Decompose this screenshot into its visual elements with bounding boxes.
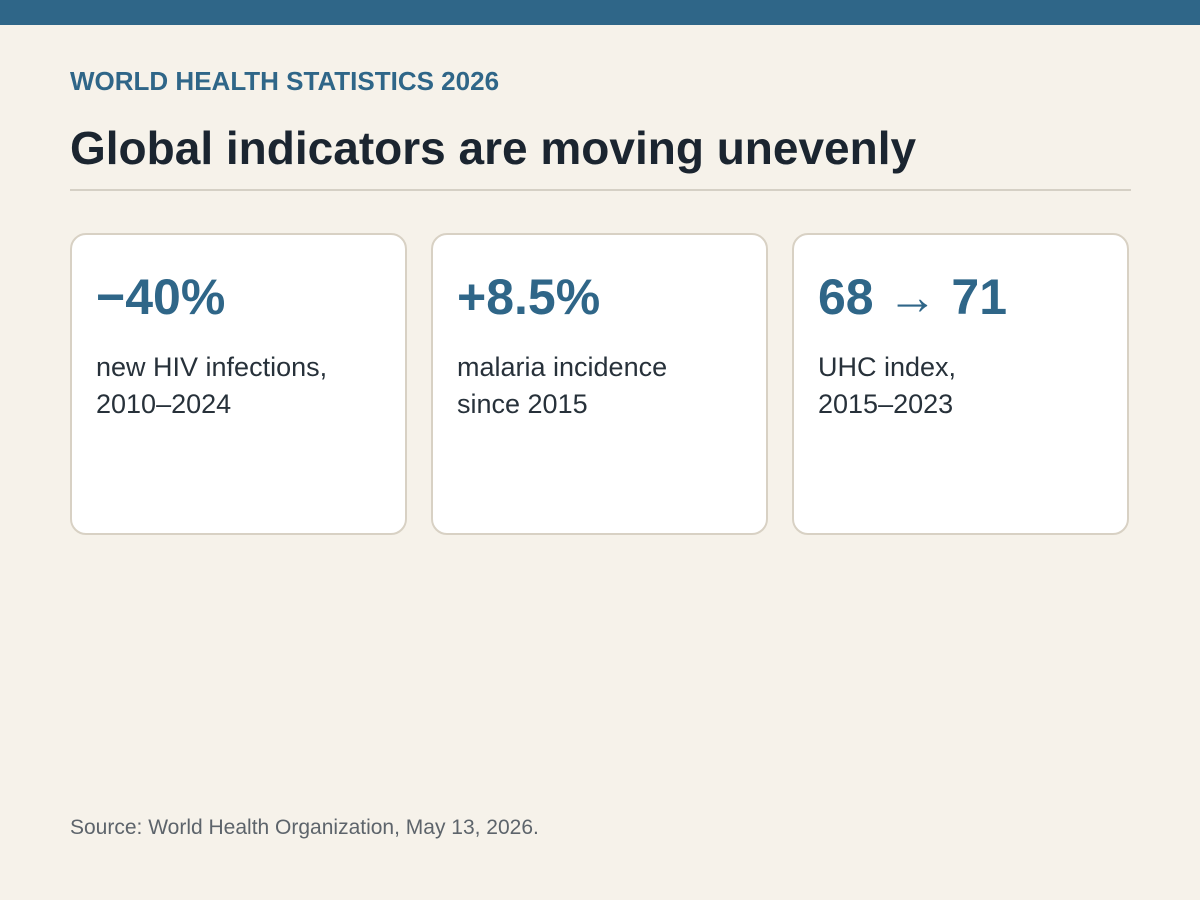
hiv-indicator-label: new HIV infections, 2010–2024	[96, 349, 386, 423]
uhc-label-line: 2015–2023	[818, 389, 954, 419]
hiv-indicator-card: −40% new HIV infections, 2010–2024	[70, 233, 407, 535]
hiv-change-value: −40%	[96, 269, 226, 325]
malaria-label-line: malaria incidence	[457, 352, 668, 382]
report-kicker: WORLD HEALTH STATISTICS 2026	[70, 66, 500, 96]
top-accent-bar	[0, 0, 1200, 25]
hiv-label-line: 2010–2024	[96, 389, 232, 419]
malaria-indicator-label: malaria incidence since 2015	[457, 349, 747, 423]
title-divider	[70, 189, 1131, 191]
indicator-cards: −40% new HIV infections, 2010–2024 +8.5%…	[70, 233, 1130, 535]
uhc-indicator-card: 68 → 71 UHC index, 2015–2023	[792, 233, 1129, 535]
hiv-label-line: new HIV infections,	[96, 352, 328, 382]
uhc-index-value: 68 → 71	[818, 269, 1008, 325]
page-title: Global indicators are moving unevenly	[70, 122, 917, 174]
source-note: Source: World Health Organization, May 1…	[70, 816, 539, 839]
malaria-label-line: since 2015	[457, 389, 588, 419]
malaria-indicator-card: +8.5% malaria incidence since 2015	[431, 233, 768, 535]
malaria-change-value: +8.5%	[457, 269, 601, 325]
uhc-label-line: UHC index,	[818, 352, 957, 382]
uhc-indicator-label: UHC index, 2015–2023	[818, 349, 1108, 423]
